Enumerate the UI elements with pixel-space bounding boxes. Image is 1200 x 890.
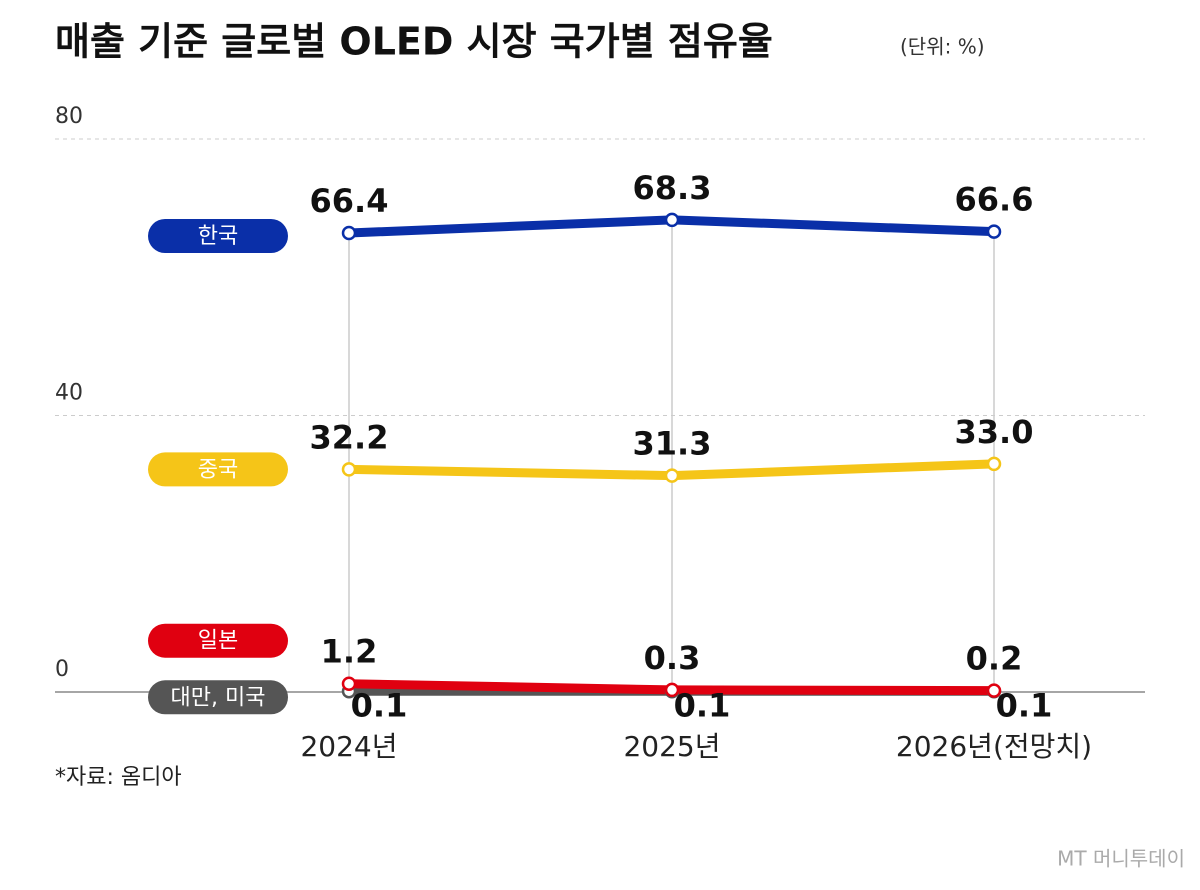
point [341, 676, 357, 691]
value-label: 0.1 [351, 686, 408, 724]
point [986, 456, 1002, 472]
value-label: 68.3 [633, 169, 712, 207]
value-label: 66.6 [955, 181, 1034, 219]
point [341, 462, 357, 477]
x-tick-label: 2026년(전망치) [896, 730, 1092, 763]
point [664, 682, 680, 698]
value-label: 0.3 [644, 639, 701, 677]
legend-label: 대만, 미국 [171, 685, 266, 710]
value-label: 31.3 [633, 425, 712, 463]
value-label: 0.1 [996, 686, 1053, 724]
legend-label: 중국 [198, 457, 238, 482]
legend-label: 일본 [198, 629, 238, 654]
point [664, 468, 680, 483]
value-label: 33.0 [955, 413, 1034, 451]
legend-pill [148, 219, 288, 254]
legend-pill [148, 452, 288, 487]
value-label: 0.2 [966, 640, 1023, 678]
y-tick-label: 40 [55, 381, 83, 406]
value-label: 66.4 [310, 182, 389, 220]
y-tick-label: 0 [55, 657, 69, 682]
point [664, 212, 680, 228]
y-tick-label: 80 [55, 104, 83, 129]
value-label: 32.2 [310, 418, 389, 456]
legend-pill [148, 623, 288, 658]
point [986, 224, 1002, 239]
value-label: 1.2 [321, 633, 378, 671]
chart-subtitle: (단위: %) [900, 35, 985, 59]
legend-label: 한국 [198, 224, 238, 249]
watermark: MT 머니투데이 [1057, 847, 1185, 871]
value-label: 0.1 [674, 686, 731, 724]
x-tick-label: 2025년 [623, 730, 720, 763]
point [986, 683, 1002, 698]
legend-pill [148, 680, 288, 715]
x-tick-label: 2024년 [300, 730, 397, 763]
point [341, 225, 357, 241]
source: *자료: 옴디아 [55, 765, 182, 790]
chart-title: 매출 기준 글로벌 OLED 시장 국가별 점유율 [55, 20, 773, 64]
